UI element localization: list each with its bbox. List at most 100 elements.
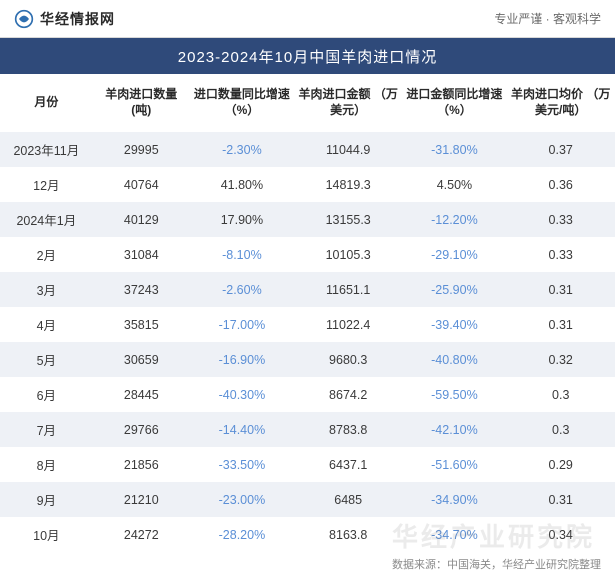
cell-month: 2024年1月 (0, 202, 93, 237)
brand-logo-icon (14, 9, 34, 29)
cell-qty: 40764 (93, 167, 190, 202)
cell-qty_yoy: -8.10% (190, 237, 294, 272)
cell-amt_yoy: -59.50% (402, 377, 506, 412)
cell-qty: 40129 (93, 202, 190, 237)
cell-month: 7月 (0, 412, 93, 447)
table-row: 4月35815-17.00%11022.4-39.40%0.31 (0, 307, 615, 342)
col-header: 羊肉进口金额 （万美元） (294, 74, 403, 132)
cell-amt: 11651.1 (294, 272, 403, 307)
cell-month: 9月 (0, 482, 93, 517)
data-source: 数据来源：中国海关，华经产业研究院整理 (392, 556, 601, 572)
cell-month: 4月 (0, 307, 93, 342)
table-row: 2023年11月29995-2.30%11044.9-31.80%0.37 (0, 132, 615, 167)
cell-price: 0.31 (506, 482, 615, 517)
table-row: 9月21210-23.00%6485-34.90%0.31 (0, 482, 615, 517)
cell-price: 0.33 (506, 202, 615, 237)
cell-amt: 6485 (294, 482, 403, 517)
cell-month: 2月 (0, 237, 93, 272)
cell-amt: 9680.3 (294, 342, 403, 377)
cell-qty_yoy: -2.30% (190, 132, 294, 167)
cell-amt_yoy: -25.90% (402, 272, 506, 307)
page-header: 华经情报网 专业严谨 · 客观科学 (0, 0, 615, 38)
cell-amt_yoy: -51.60% (402, 447, 506, 482)
cell-qty: 24272 (93, 517, 190, 552)
table-row: 6月28445-40.30%8674.2-59.50%0.3 (0, 377, 615, 412)
cell-price: 0.31 (506, 307, 615, 342)
cell-price: 0.34 (506, 517, 615, 552)
cell-qty: 29766 (93, 412, 190, 447)
table-row: 10月24272-28.20%8163.8-34.70%0.34 (0, 517, 615, 552)
cell-qty_yoy: -17.00% (190, 307, 294, 342)
cell-qty: 31084 (93, 237, 190, 272)
cell-amt: 11022.4 (294, 307, 403, 342)
cell-month: 12月 (0, 167, 93, 202)
cell-amt_yoy: -34.90% (402, 482, 506, 517)
cell-qty: 29995 (93, 132, 190, 167)
cell-amt_yoy: -39.40% (402, 307, 506, 342)
cell-qty_yoy: -2.60% (190, 272, 294, 307)
cell-amt: 8783.8 (294, 412, 403, 447)
table-row: 8月21856-33.50%6437.1-51.60%0.29 (0, 447, 615, 482)
table-row: 2月31084-8.10%10105.3-29.10%0.33 (0, 237, 615, 272)
cell-qty: 37243 (93, 272, 190, 307)
cell-month: 8月 (0, 447, 93, 482)
cell-qty_yoy: 17.90% (190, 202, 294, 237)
brand-name: 华经情报网 (40, 9, 115, 29)
cell-amt_yoy: -12.20% (402, 202, 506, 237)
cell-amt_yoy: -29.10% (402, 237, 506, 272)
table-head: 月份 羊肉进口数量 (吨) 进口数量同比增速 （%） 羊肉进口金额 （万美元） … (0, 74, 615, 132)
data-table-wrap: 月份 羊肉进口数量 (吨) 进口数量同比增速 （%） 羊肉进口金额 （万美元） … (0, 74, 615, 552)
col-header: 进口金额同比增速 （%） (402, 74, 506, 132)
table-body: 2023年11月29995-2.30%11044.9-31.80%0.3712月… (0, 132, 615, 552)
cell-price: 0.3 (506, 412, 615, 447)
cell-qty_yoy: -40.30% (190, 377, 294, 412)
table-row: 12月4076441.80%14819.34.50%0.36 (0, 167, 615, 202)
data-table: 月份 羊肉进口数量 (吨) 进口数量同比增速 （%） 羊肉进口金额 （万美元） … (0, 74, 615, 552)
cell-amt: 14819.3 (294, 167, 403, 202)
brand: 华经情报网 (14, 9, 115, 29)
cell-price: 0.32 (506, 342, 615, 377)
cell-amt: 8163.8 (294, 517, 403, 552)
cell-amt_yoy: -42.10% (402, 412, 506, 447)
cell-month: 2023年11月 (0, 132, 93, 167)
cell-price: 0.33 (506, 237, 615, 272)
cell-qty_yoy: -16.90% (190, 342, 294, 377)
col-header: 羊肉进口均价 （万美元/吨） (506, 74, 615, 132)
cell-month: 3月 (0, 272, 93, 307)
cell-amt: 13155.3 (294, 202, 403, 237)
cell-amt_yoy: -40.80% (402, 342, 506, 377)
table-row: 3月37243-2.60%11651.1-25.90%0.31 (0, 272, 615, 307)
cell-month: 5月 (0, 342, 93, 377)
cell-price: 0.29 (506, 447, 615, 482)
cell-qty: 21856 (93, 447, 190, 482)
cell-amt: 6437.1 (294, 447, 403, 482)
cell-qty: 30659 (93, 342, 190, 377)
col-header: 羊肉进口数量 (吨) (93, 74, 190, 132)
cell-qty: 21210 (93, 482, 190, 517)
cell-month: 10月 (0, 517, 93, 552)
cell-price: 0.31 (506, 272, 615, 307)
cell-qty_yoy: -14.40% (190, 412, 294, 447)
cell-price: 0.36 (506, 167, 615, 202)
cell-amt: 10105.3 (294, 237, 403, 272)
table-row: 5月30659-16.90%9680.3-40.80%0.32 (0, 342, 615, 377)
cell-amt: 8674.2 (294, 377, 403, 412)
table-row: 2024年1月4012917.90%13155.3-12.20%0.33 (0, 202, 615, 237)
brand-tagline: 专业严谨 · 客观科学 (494, 10, 601, 27)
col-header: 进口数量同比增速 （%） (190, 74, 294, 132)
table-row: 7月29766-14.40%8783.8-42.10%0.3 (0, 412, 615, 447)
cell-amt: 11044.9 (294, 132, 403, 167)
cell-price: 0.37 (506, 132, 615, 167)
cell-amt_yoy: -34.70% (402, 517, 506, 552)
col-header: 月份 (0, 74, 93, 132)
cell-price: 0.3 (506, 377, 615, 412)
cell-qty_yoy: 41.80% (190, 167, 294, 202)
cell-month: 6月 (0, 377, 93, 412)
cell-amt_yoy: -31.80% (402, 132, 506, 167)
cell-amt_yoy: 4.50% (402, 167, 506, 202)
cell-qty: 28445 (93, 377, 190, 412)
cell-qty_yoy: -33.50% (190, 447, 294, 482)
cell-qty_yoy: -28.20% (190, 517, 294, 552)
chart-title: 2023-2024年10月中国羊肉进口情况 (0, 38, 615, 74)
cell-qty: 35815 (93, 307, 190, 342)
